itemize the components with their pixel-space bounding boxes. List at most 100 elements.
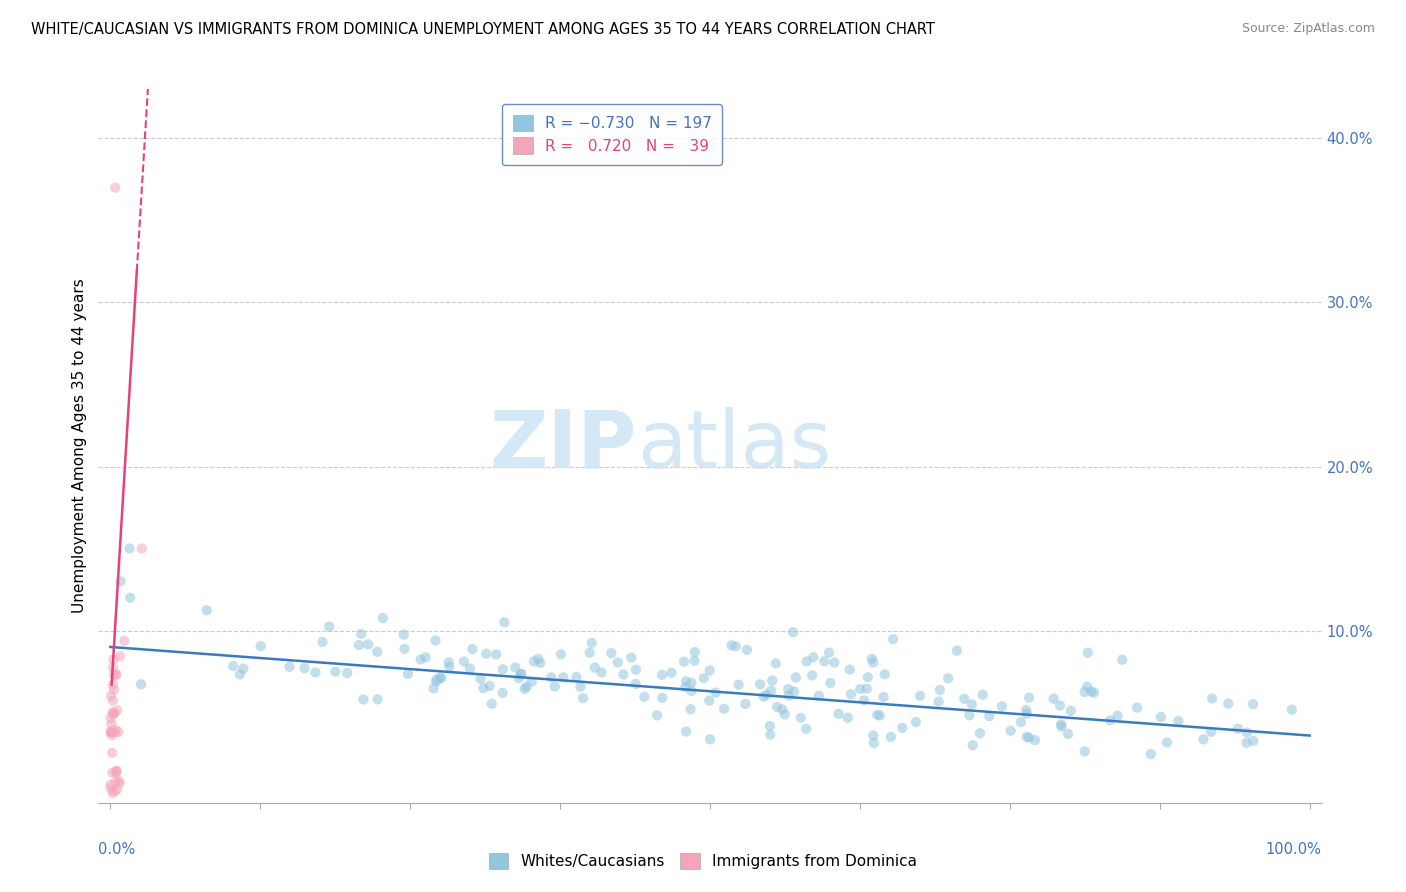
Point bbox=[544, 680, 567, 694]
Point bbox=[761, 673, 783, 688]
Point bbox=[807, 689, 830, 703]
Point bbox=[105, 703, 128, 717]
Point bbox=[1073, 744, 1095, 758]
Point bbox=[801, 650, 824, 665]
Point bbox=[222, 659, 245, 673]
Point bbox=[1015, 703, 1038, 717]
Point bbox=[801, 668, 824, 682]
Point bbox=[527, 652, 550, 666]
Point bbox=[908, 689, 931, 703]
Point bbox=[752, 690, 775, 704]
Point bbox=[873, 667, 896, 681]
Point bbox=[367, 692, 389, 706]
Point bbox=[426, 673, 449, 687]
Point bbox=[869, 708, 891, 723]
Point bbox=[461, 642, 484, 657]
Point bbox=[620, 650, 643, 665]
Point bbox=[727, 678, 749, 692]
Point bbox=[131, 541, 153, 556]
Point bbox=[422, 681, 444, 696]
Point bbox=[1126, 700, 1149, 714]
Point bbox=[103, 652, 125, 666]
Point bbox=[304, 665, 326, 680]
Point bbox=[837, 711, 859, 725]
Point bbox=[624, 663, 647, 677]
Text: 100.0%: 100.0% bbox=[1265, 842, 1322, 857]
Point bbox=[683, 645, 706, 659]
Point bbox=[839, 687, 862, 701]
Point bbox=[366, 645, 388, 659]
Point bbox=[1111, 653, 1133, 667]
Point bbox=[1042, 691, 1064, 706]
Point bbox=[1057, 727, 1080, 741]
Point bbox=[104, 668, 127, 682]
Point bbox=[396, 666, 419, 681]
Point bbox=[1167, 714, 1189, 728]
Point bbox=[1281, 703, 1303, 717]
Point bbox=[856, 670, 879, 684]
Point bbox=[491, 686, 513, 700]
Point bbox=[699, 732, 721, 747]
Point bbox=[600, 646, 623, 660]
Point bbox=[394, 642, 416, 657]
Point bbox=[470, 672, 492, 686]
Point bbox=[103, 707, 125, 722]
Point bbox=[813, 654, 835, 668]
Point bbox=[103, 667, 125, 681]
Point bbox=[529, 656, 551, 670]
Point bbox=[720, 638, 742, 652]
Point bbox=[1018, 731, 1040, 745]
Point bbox=[651, 668, 673, 682]
Point bbox=[866, 707, 889, 722]
Point bbox=[770, 702, 793, 716]
Point bbox=[591, 665, 613, 680]
Point bbox=[100, 725, 122, 739]
Point bbox=[853, 693, 876, 707]
Point bbox=[1140, 747, 1163, 761]
Point bbox=[523, 654, 546, 668]
Point bbox=[1150, 710, 1173, 724]
Point bbox=[118, 541, 141, 556]
Point bbox=[453, 655, 475, 669]
Point bbox=[785, 670, 807, 684]
Point bbox=[1083, 686, 1105, 700]
Point bbox=[101, 660, 124, 674]
Point bbox=[104, 725, 127, 739]
Point bbox=[697, 693, 720, 707]
Point bbox=[796, 655, 818, 669]
Point bbox=[350, 627, 373, 641]
Point bbox=[510, 667, 533, 681]
Point bbox=[936, 671, 959, 685]
Point bbox=[1236, 736, 1258, 750]
Point bbox=[1060, 704, 1083, 718]
Point bbox=[969, 726, 991, 740]
Point bbox=[713, 702, 735, 716]
Point bbox=[513, 681, 536, 696]
Point bbox=[100, 728, 122, 742]
Point bbox=[565, 670, 588, 684]
Point bbox=[520, 674, 543, 689]
Point bbox=[429, 671, 451, 685]
Point bbox=[755, 688, 778, 702]
Point bbox=[928, 694, 950, 708]
Point bbox=[108, 776, 131, 790]
Point bbox=[120, 591, 142, 605]
Point bbox=[946, 643, 969, 657]
Point bbox=[437, 655, 460, 669]
Point bbox=[103, 682, 125, 697]
Point bbox=[357, 637, 380, 651]
Point bbox=[904, 714, 927, 729]
Point bbox=[108, 649, 131, 664]
Point bbox=[108, 774, 131, 789]
Point bbox=[572, 691, 595, 706]
Point bbox=[503, 660, 526, 674]
Point bbox=[957, 708, 980, 723]
Text: WHITE/CAUCASIAN VS IMMIGRANTS FROM DOMINICA UNEMPLOYMENT AMONG AGES 35 TO 44 YEA: WHITE/CAUCASIAN VS IMMIGRANTS FROM DOMIN… bbox=[31, 22, 935, 37]
Point bbox=[1241, 698, 1264, 712]
Point bbox=[823, 656, 845, 670]
Point bbox=[778, 689, 800, 703]
Point bbox=[129, 677, 152, 691]
Point bbox=[110, 574, 132, 589]
Point bbox=[229, 667, 252, 681]
Point bbox=[1241, 734, 1264, 748]
